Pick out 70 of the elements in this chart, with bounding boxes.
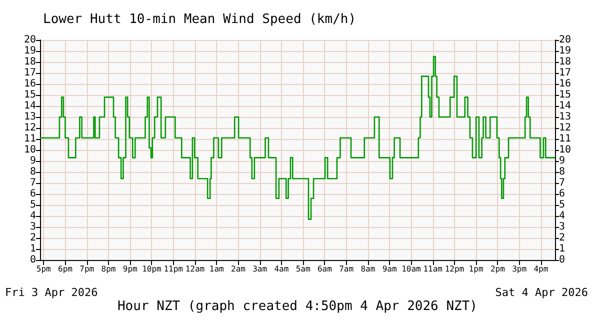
x-axis-title: Hour NZT (graph created 4:50pm 4 Apr 2026 NZT): [117, 299, 478, 314]
y2-tick-label: 18: [559, 56, 572, 68]
y2-tick-label: 20: [559, 34, 572, 46]
y-tick-label: 9: [30, 156, 36, 166]
text: Fri 3 Apr 2026: [5, 286, 98, 299]
x-tick-label: 2am: [230, 264, 246, 274]
y-tick-label: 4: [30, 210, 36, 222]
text: Sat 4 Apr 2026: [495, 286, 588, 299]
y2-tick-label: 7: [559, 178, 566, 188]
x-tick-label: 9pm: [122, 264, 138, 274]
x-tick-label: 4am: [274, 264, 289, 274]
x-tick-label: 10pm: [142, 264, 162, 274]
y-tick-label: 7: [30, 178, 36, 188]
y-tick-label: 1: [30, 244, 36, 254]
y2-tick-label: 11: [559, 134, 572, 144]
x-tick-label: 12pm: [444, 264, 464, 274]
x-tick-label: 4pm: [534, 264, 548, 274]
x-tick-label: 6am: [317, 264, 332, 274]
y-tick-label: 6: [30, 188, 36, 200]
y-tick-label: 13: [24, 112, 36, 122]
y-tick-label: 5: [30, 200, 36, 210]
x-tick-label: 5pm: [36, 264, 52, 274]
y2-tick-label: 19: [559, 46, 572, 56]
y2-tick-label: 8: [559, 166, 566, 178]
x-tick-label: 1am: [209, 264, 224, 274]
x-tick-label: 7pm: [80, 264, 94, 274]
y2-tick-label: 0: [559, 254, 566, 266]
y2-tick-label: 16: [559, 78, 572, 90]
y-tick-label: 19: [24, 46, 36, 56]
y2-tick-label: 3: [559, 222, 566, 232]
x-tick-label: 11pm: [164, 264, 184, 274]
y-tick-label: 14: [24, 100, 36, 112]
y-tick-label: 2: [30, 232, 36, 244]
x-tick-label: 3pm: [512, 264, 527, 274]
y-tick-label: 18: [24, 56, 36, 68]
x-tick-label: 8pm: [101, 264, 116, 274]
x-tick-label: 11am: [423, 264, 443, 274]
y2-tick-label: 1: [559, 244, 566, 254]
chart-title: Lower Hutt 10-min Mean Wind Speed (km/h): [43, 12, 356, 27]
y2-tick-label: 14: [559, 100, 572, 112]
x-tick-label: 9am: [382, 264, 397, 274]
y-tick-label: 16: [24, 78, 36, 90]
x-tick-label: 2pm: [490, 264, 506, 274]
y-tick-label: 15: [24, 90, 36, 100]
y-tick-label: 12: [24, 122, 36, 134]
y-tick-label: 3: [30, 222, 36, 232]
y-tick-label: 8: [30, 166, 36, 178]
x-tick-label: 7am: [339, 264, 354, 274]
y-tick-label: 17: [24, 68, 36, 78]
x-tick-label: 1pm: [468, 264, 484, 274]
x-tick-label: 12am: [185, 264, 205, 274]
y2-tick-label: 10: [559, 144, 572, 156]
y-tick-label: 11: [24, 134, 36, 144]
y2-tick-label: 15: [559, 90, 572, 100]
y-tick-label: 20: [24, 34, 36, 46]
x-tick-label: 8am: [360, 264, 376, 274]
y-tick-label: 10: [24, 144, 36, 156]
x-tick-label: 5am: [296, 264, 310, 274]
y2-tick-label: 4: [559, 210, 566, 222]
y2-tick-label: 5: [559, 200, 566, 210]
y2-tick-label: 17: [559, 68, 572, 78]
x-tick-label: 3am: [252, 264, 268, 274]
y2-tick-label: 2: [559, 232, 566, 244]
y2-tick-label: 12: [559, 122, 572, 134]
y2-tick-label: 6: [559, 188, 566, 200]
x-tick-label: 10am: [402, 264, 422, 274]
y2-tick-label: 9: [559, 156, 566, 166]
x-tick-label: 6pm: [58, 264, 73, 274]
y-tick-label: 0: [30, 254, 36, 266]
y2-tick-label: 13: [559, 112, 572, 122]
